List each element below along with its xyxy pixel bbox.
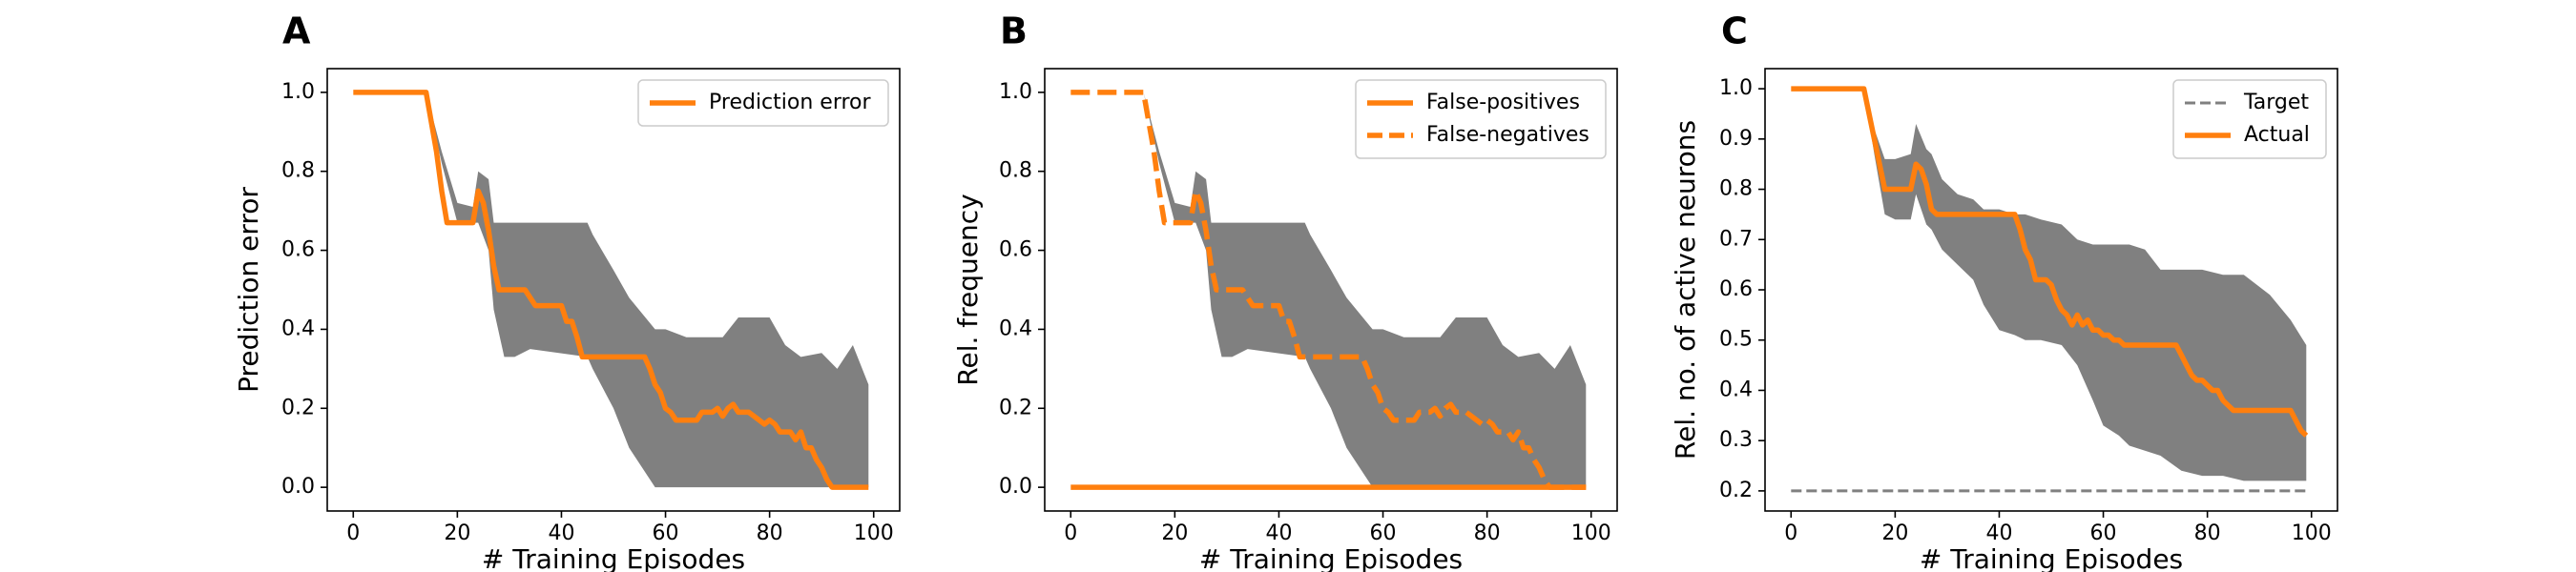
- x-tick-label: 0: [1784, 521, 1797, 545]
- x-tick-label: 40: [1265, 521, 1292, 545]
- variability-band: [353, 92, 869, 488]
- y-tick-label: 0.2: [999, 396, 1032, 419]
- legend-label: Target: [2243, 91, 2309, 114]
- panel-letter: A: [282, 10, 311, 52]
- y-tick-label: 0.9: [1719, 127, 1753, 151]
- panel-b: B 0 20 40 60 80 100 0.0 0.2 0.4 0.6 0.8 1.0 # Trainin…: [952, 10, 1618, 572]
- legend-label: False-positives: [1426, 91, 1580, 114]
- legend: Prediction error: [637, 79, 889, 127]
- x-tick-label: 20: [1161, 521, 1188, 545]
- y-tick-label: 0.4: [281, 317, 315, 340]
- legend-box: [637, 79, 889, 127]
- legend-label: False-negatives: [1426, 123, 1589, 147]
- x-tick-label: 80: [2194, 521, 2221, 545]
- y-tick-label: 0.4: [999, 317, 1032, 340]
- y-tick-label: 0.0: [999, 475, 1032, 499]
- series-line-actual: [1791, 86, 2309, 438]
- y-tick-label: 0.6: [281, 238, 315, 262]
- plot-frame: [1044, 68, 1618, 512]
- y-tick-label: 0.6: [1719, 277, 1753, 301]
- y-tick-label: 0.4: [1719, 378, 1753, 401]
- panel-letter: B: [1000, 10, 1028, 52]
- x-tick-label: 80: [1474, 521, 1501, 545]
- x-tick-label: 60: [1370, 521, 1397, 545]
- y-tick-label: 1.0: [999, 80, 1032, 104]
- panel-letter: C: [1721, 10, 1748, 52]
- variability-band: [1070, 92, 1587, 488]
- legend-box: [1355, 79, 1607, 159]
- legend: Target Actual: [2172, 79, 2327, 159]
- legend-label: Prediction error: [709, 91, 871, 114]
- y-tick-label: 0.8: [281, 159, 315, 183]
- y-tick-label: 0.0: [281, 475, 315, 499]
- x-axis-label: # Training Episodes: [1199, 543, 1463, 572]
- x-tick-label: 40: [1985, 521, 2012, 545]
- x-tick-label: 20: [1881, 521, 1908, 545]
- x-tick-label: 40: [548, 521, 574, 545]
- y-axis-label: Prediction error: [233, 187, 264, 393]
- y-tick-label: 0.3: [1719, 428, 1753, 452]
- x-axis-label: # Training Episodes: [482, 543, 745, 572]
- x-tick-label: 0: [1064, 521, 1077, 545]
- legend-box: [2172, 79, 2327, 159]
- x-tick-label: 100: [854, 521, 894, 545]
- y-tick-label: 0.8: [1719, 177, 1753, 201]
- x-tick-label: 100: [2292, 521, 2332, 545]
- x-tick-label: 0: [346, 521, 360, 545]
- panel-c: C 0 20 40 60 80 100 0.2 0.3 0.4 0.5 0.6 0.7 0.8 0.9 1.0…: [1670, 10, 2338, 572]
- series-line-prediction-error: [353, 90, 869, 490]
- y-tick-label: 1.0: [281, 80, 315, 104]
- plot-frame: [326, 68, 901, 512]
- y-tick-label: 0.2: [1719, 479, 1753, 502]
- y-tick-label: 1.0: [1719, 76, 1753, 100]
- y-tick-label: 0.5: [1719, 328, 1753, 352]
- x-tick-label: 80: [757, 521, 783, 545]
- legend: False-positives False-negatives: [1355, 79, 1607, 159]
- series-line-false-negatives: [1070, 90, 1587, 490]
- x-tick-label: 100: [1571, 521, 1611, 545]
- x-tick-label: 20: [444, 521, 470, 545]
- y-tick-label: 0.7: [1719, 227, 1753, 251]
- panel-a: A 0 20 40 60 80 100 0.0 0.2 0.4 0.6 0.8 1.0 # Trainin…: [233, 10, 901, 572]
- x-tick-label: 60: [2090, 521, 2117, 545]
- y-tick-label: 0.8: [999, 159, 1032, 183]
- x-tick-label: 60: [653, 521, 679, 545]
- y-axis-label: Rel. frequency: [952, 194, 984, 385]
- y-tick-label: 0.2: [281, 396, 315, 419]
- legend-label: Actual: [2244, 123, 2310, 147]
- x-axis-label: # Training Episodes: [1920, 543, 2183, 572]
- y-tick-label: 0.6: [999, 238, 1032, 262]
- y-axis-label: Rel. no. of active neurons: [1670, 120, 1701, 460]
